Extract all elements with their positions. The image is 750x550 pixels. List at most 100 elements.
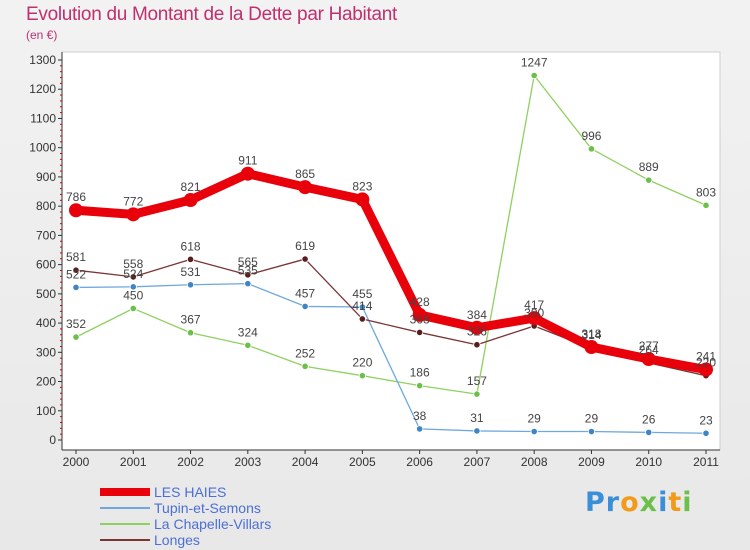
data-point: [72, 266, 80, 274]
data-point: [469, 320, 484, 335]
x-tick-label: 2006: [406, 455, 433, 469]
data-point: [473, 427, 481, 435]
data-point: [416, 425, 424, 433]
data-label: 414: [352, 299, 372, 313]
data-point: [358, 372, 366, 380]
data-label: 524: [123, 267, 143, 281]
data-label: 26: [642, 412, 656, 426]
data-point: [358, 303, 366, 311]
data-label: 889: [639, 160, 659, 174]
data-point: [530, 71, 538, 80]
data-point: [298, 180, 313, 195]
x-tick-label: 2008: [521, 455, 548, 469]
y-tick-label: 200: [36, 375, 56, 389]
legend-swatch: [100, 488, 150, 496]
data-label: 384: [467, 308, 487, 322]
y-tick-label: 300: [36, 345, 56, 359]
series-line: [71, 169, 711, 375]
data-point: [473, 390, 481, 398]
legend-swatch: [100, 539, 150, 541]
y-tick-label: 700: [36, 228, 56, 242]
data-label: 786: [66, 190, 86, 204]
y-tick-label: 600: [36, 258, 56, 272]
data-label: 619: [295, 239, 315, 253]
x-tick-label: 2011: [693, 455, 719, 469]
data-point: [186, 255, 195, 263]
data-point: [183, 193, 198, 208]
legend-label: Tupin-et-Semons: [154, 500, 261, 516]
x-tick-label: 2005: [349, 455, 376, 469]
data-label: 264: [639, 343, 659, 357]
data-label: 581: [66, 250, 86, 264]
chart-subtitle: (en €): [26, 28, 58, 42]
data-point: [473, 341, 481, 349]
data-point: [699, 362, 713, 377]
data-point: [301, 255, 309, 263]
data-label: 23: [699, 413, 713, 427]
y-tick-label: 0: [49, 433, 56, 447]
data-point: [301, 362, 309, 370]
x-tick-label: 2002: [177, 455, 204, 469]
data-point: [126, 207, 141, 222]
data-label: 865: [295, 167, 315, 181]
y-tick-label: 500: [36, 287, 56, 301]
data-point: [69, 203, 83, 218]
y-tick-label: 400: [36, 316, 56, 330]
data-point: [412, 307, 427, 322]
data-label: 996: [581, 129, 601, 143]
data-point: [186, 329, 195, 337]
data-label: 220: [696, 356, 716, 370]
x-tick-label: 2009: [578, 455, 605, 469]
data-label: 821: [181, 180, 201, 194]
data-label: 823: [352, 179, 372, 193]
y-tick-label: 800: [36, 199, 56, 213]
data-point: [244, 271, 252, 279]
data-label: 522: [66, 267, 86, 281]
data-label: 772: [123, 194, 143, 208]
data-label: 277: [639, 339, 659, 353]
data-point: [645, 428, 653, 436]
data-label: 535: [238, 264, 258, 278]
data-point: [641, 352, 656, 367]
data-label: 457: [295, 286, 315, 300]
data-label: 29: [528, 412, 542, 426]
data-point: [416, 328, 424, 337]
data-label: 157: [467, 374, 487, 388]
legend-label: Longes: [154, 532, 200, 548]
proxiti-logo: Proxiti: [585, 487, 693, 518]
data-point: [527, 311, 542, 326]
x-tick-label: 2000: [63, 455, 90, 469]
legend-swatch: [100, 523, 150, 525]
data-label: 368: [410, 312, 430, 326]
data-label: 428: [410, 295, 430, 309]
series-les-haies: [69, 166, 713, 377]
data-point: [530, 427, 538, 436]
data-label: 31: [470, 411, 484, 425]
data-label: 326: [467, 325, 487, 339]
data-labels-layer: 786 772 821 911 865 823 428 384 417 318 277 241 522 5…: [66, 55, 716, 427]
data-point: [129, 304, 137, 313]
data-point: [587, 145, 596, 153]
data-point: [301, 302, 309, 311]
data-point: [186, 281, 195, 289]
data-label: 367: [181, 313, 201, 327]
data-point: [244, 280, 252, 288]
data-label: 220: [352, 356, 372, 370]
data-label: 565: [238, 255, 258, 269]
series-tupin-et-semons: [72, 280, 710, 437]
data-label: 252: [295, 346, 315, 360]
data-point: [587, 427, 596, 436]
x-tick-label: 2007: [464, 455, 491, 469]
data-point: [72, 333, 80, 341]
data-point: [244, 341, 252, 349]
chart-title: Evolution du Montant de la Dette par Hab…: [26, 4, 397, 25]
data-point: [72, 283, 80, 292]
data-point: [645, 176, 653, 184]
x-tick-label: 2001: [120, 455, 147, 469]
data-point: [416, 382, 424, 390]
data-label: 38: [413, 409, 427, 423]
data-point: [129, 283, 137, 291]
y-tick-label: 1000: [29, 141, 56, 155]
data-label: 352: [66, 317, 86, 331]
data-label: 911: [238, 154, 257, 168]
